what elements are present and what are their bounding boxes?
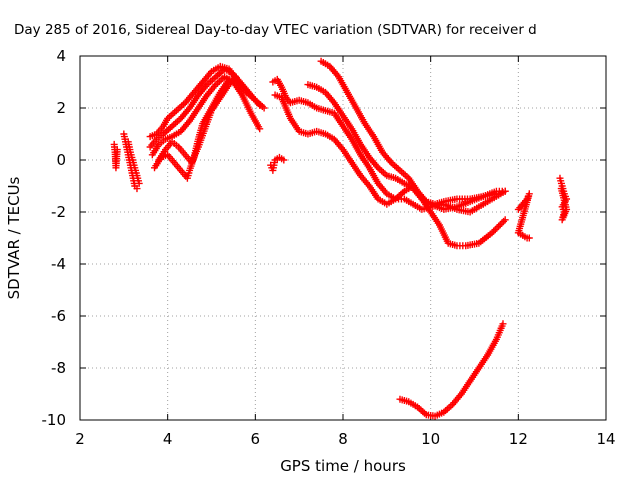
chart-title: Day 285 of 2016, Sidereal Day-to-day VTE… [14,22,537,38]
data-point [493,224,501,232]
y-tick-label: 0 [56,151,66,169]
data-point [256,101,264,109]
data-point [135,179,143,187]
series-arc-n [514,190,533,242]
series-arc-o [556,174,571,224]
y-tick-label: -2 [51,203,66,221]
x-tick-label: 14 [596,430,615,448]
y-axis-label: SDTVAR / TECUs [5,176,23,299]
series-arc-e [146,65,264,151]
y-tick-label: -4 [51,255,66,273]
x-tick-label: 12 [509,430,528,448]
y-tick-label: -6 [51,307,66,325]
data-point [495,222,503,230]
data-point [501,216,509,224]
data-point [557,185,565,193]
data-point [500,217,508,225]
data-layer [110,57,571,420]
x-tick-label: 10 [421,430,440,448]
series-arc-j [269,75,509,216]
y-tick-label: -8 [51,359,66,377]
data-point [256,125,264,133]
series-arc-p [396,320,507,420]
data-point [496,221,504,229]
x-tick-label: 8 [338,430,348,448]
data-point [232,73,240,81]
series-arc-m [304,81,500,213]
series-arc-h [155,73,240,167]
y-tick-label: -10 [42,411,67,429]
data-point [260,104,268,112]
y-tick-label: 4 [56,47,66,65]
series-arc-i [267,153,288,174]
data-point [498,219,506,227]
x-axis-label: GPS time / hours [280,457,406,475]
series-arc-c [124,138,143,187]
data-point [525,234,533,242]
data-point [499,320,507,328]
tick-layer: 2 4 6 8 10 12 14 -10 -8 -6 -4 -2 0 2 4 [42,47,616,448]
data-point [491,226,499,234]
data-point [280,156,288,164]
series-arc-k [271,91,509,250]
plot-frame [79,55,607,421]
x-tick-label: 2 [75,430,85,448]
x-tick-label: 6 [251,430,261,448]
data-point [133,185,141,193]
data-point [492,190,500,198]
series-arc-a [110,140,121,172]
data-point [501,187,509,195]
y-tick-label: 2 [56,99,66,117]
series-arc-f [148,73,264,159]
x-tick-label: 4 [163,430,173,448]
data-point [113,146,121,154]
